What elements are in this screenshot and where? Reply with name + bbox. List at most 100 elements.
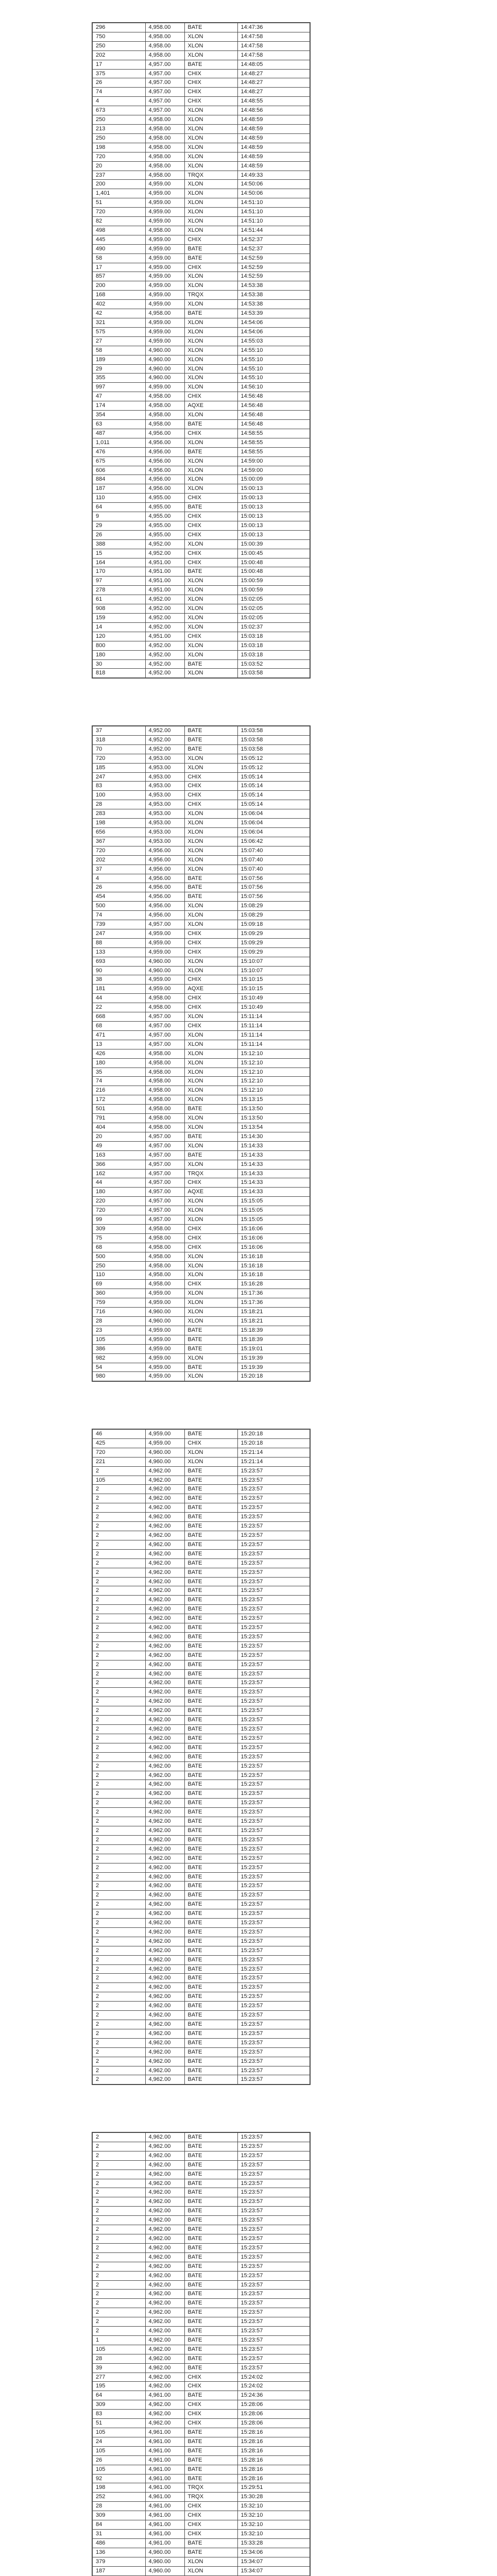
time-cell: 15:18:39 <box>237 1334 311 1345</box>
venue-cell: BATE <box>184 659 238 669</box>
quantity-cell: 4 <box>92 873 146 884</box>
venue-cell: CHIX <box>184 530 238 540</box>
venue-cell: BATE <box>184 2160 238 2170</box>
table-row: 2 4,962.00 BATE 15:23:57 <box>92 1558 311 1568</box>
table-row: 471 4,957.00 XLON 15:11:14 <box>92 1030 311 1040</box>
table-row: 354 4,958.00 XLON 14:56:48 <box>92 410 311 420</box>
venue-cell: BATE <box>184 1586 238 1596</box>
table-row: 14 4,952.00 XLON 15:02:37 <box>92 622 311 632</box>
price-cell: 4,956.00 <box>145 465 185 476</box>
venue-cell: XLON <box>184 595 238 605</box>
venue-cell: XLON <box>184 216 238 226</box>
quantity-cell: 2 <box>92 2308 146 2318</box>
time-cell: 15:23:57 <box>237 1650 311 1660</box>
quantity-cell: 2 <box>92 1623 146 1633</box>
quantity-cell: 720 <box>92 151 146 162</box>
quantity-cell: 2 <box>92 1733 146 1743</box>
table-row: 2 4,962.00 BATE 15:23:57 <box>92 1927 311 1937</box>
quantity-cell: 2 <box>92 2178 146 2189</box>
table-row: 13 4,957.00 XLON 15:11:14 <box>92 1039 311 1049</box>
price-cell: 4,962.00 <box>145 2270 185 2281</box>
price-cell: 4,962.00 <box>145 2298 185 2309</box>
price-cell: 4,962.00 <box>145 1973 185 1984</box>
time-cell: 15:23:57 <box>237 1484 311 1495</box>
table-row: 606 4,956.00 XLON 14:59:00 <box>92 465 311 476</box>
venue-cell: BATE <box>184 725 238 736</box>
time-cell: 15:08:29 <box>237 910 311 921</box>
venue-cell: TRQX <box>184 1168 238 1179</box>
time-cell: 14:55:10 <box>237 364 311 374</box>
venue-cell: XLON <box>184 1141 238 1151</box>
table-row: 425 4,959.00 CHIX 15:20:18 <box>92 1438 311 1448</box>
time-cell: 15:23:57 <box>237 2028 311 2039</box>
venue-cell: BATE <box>184 1724 238 1734</box>
document-page-1: 296 4,958.00 BATE 14:47:36 750 4,958.00 XLON 14… <box>0 0 497 703</box>
table-row: 2 4,962.00 BATE 15:23:57 <box>92 2188 311 2198</box>
time-cell: 15:16:06 <box>237 1233 311 1243</box>
table-row: 454 4,956.00 BATE 15:07:56 <box>92 892 311 902</box>
time-cell: 15:23:57 <box>237 1567 311 1578</box>
quantity-cell: 26 <box>92 78 146 88</box>
quantity-cell: 486 <box>92 2538 146 2548</box>
price-cell: 4,955.00 <box>145 512 185 521</box>
time-cell: 15:23:57 <box>237 1539 311 1550</box>
time-cell: 15:23:57 <box>237 1770 311 1781</box>
venue-cell: CHIX <box>184 938 238 948</box>
table-row: 168 4,959.00 TRQX 14:53:38 <box>92 290 311 300</box>
table-row: 2 4,962.00 BATE 15:23:57 <box>92 1964 311 1974</box>
venue-cell: XLON <box>184 622 238 632</box>
time-cell: 15:23:57 <box>237 1724 311 1734</box>
quantity-cell: 2 <box>92 1964 146 1974</box>
time-cell: 15:11:14 <box>237 1012 311 1022</box>
time-cell: 14:48:27 <box>237 87 311 97</box>
table-row: 355 4,960.00 XLON 14:55:10 <box>92 373 311 383</box>
price-cell: 4,962.00 <box>145 2381 185 2392</box>
table-row: 668 4,957.00 XLON 15:11:14 <box>92 1012 311 1022</box>
time-cell: 15:05:14 <box>237 781 311 791</box>
venue-cell: XLON <box>184 207 238 217</box>
price-cell: 4,962.00 <box>145 1558 185 1568</box>
quantity-cell: 250 <box>92 1261 146 1271</box>
price-cell: 4,962.00 <box>145 2056 185 2066</box>
time-cell: 15:23:57 <box>237 2141 311 2151</box>
table-row: 2 4,962.00 BATE 15:23:57 <box>92 2252 311 2262</box>
table-row: 198 4,961.00 TRQX 15:29:51 <box>92 2483 311 2493</box>
price-cell: 4,951.00 <box>145 576 185 586</box>
venue-cell: BATE <box>184 2464 238 2475</box>
table-row: 28 4,961.00 CHIX 15:32:10 <box>92 2501 311 2512</box>
price-cell: 4,960.00 <box>145 364 185 374</box>
quantity-cell: 720 <box>92 1447 146 1458</box>
time-cell: 15:23:57 <box>237 1789 311 1799</box>
time-cell: 15:34:06 <box>237 2547 311 2557</box>
venue-cell: BATE <box>184 2473 238 2484</box>
quantity-cell: 2 <box>92 1595 146 1605</box>
venue-cell: BATE <box>184 2020 238 2029</box>
time-cell: 15:23:57 <box>237 2075 311 2085</box>
quantity-cell: 237 <box>92 170 146 180</box>
venue-cell: AQXE <box>184 1187 238 1197</box>
time-cell: 15:10:15 <box>237 984 311 994</box>
table-row: 70 4,952.00 BATE 15:03:58 <box>92 744 311 754</box>
table-row: 2 4,962.00 BATE 15:23:57 <box>92 2178 311 2189</box>
time-cell: 15:23:57 <box>237 2160 311 2170</box>
price-cell: 4,958.00 <box>145 1104 185 1114</box>
table-row: 2 4,962.00 BATE 15:23:57 <box>92 1862 311 1873</box>
time-cell: 15:02:05 <box>237 604 311 614</box>
venue-cell: BATE <box>184 1853 238 1863</box>
price-cell: 4,955.00 <box>145 530 185 540</box>
time-cell: 14:54:06 <box>237 327 311 337</box>
time-cell: 15:15:05 <box>237 1196 311 1207</box>
price-cell: 4,958.00 <box>145 115 185 125</box>
venue-cell: BATE <box>184 2075 238 2085</box>
venue-cell: BATE <box>184 1466 238 1476</box>
table-row: 250 4,958.00 XLON 14:47:58 <box>92 41 311 51</box>
price-cell: 4,959.00 <box>145 1298 185 1308</box>
table-row: 83 4,953.00 CHIX 15:05:14 <box>92 781 311 791</box>
price-cell: 4,960.00 <box>145 1316 185 1326</box>
quantity-cell: 2 <box>92 1881 146 1891</box>
price-cell: 4,959.00 <box>145 290 185 300</box>
price-cell: 4,956.00 <box>145 864 185 874</box>
time-cell: 15:23:57 <box>237 1798 311 1808</box>
venue-cell: XLON <box>184 1159 238 1170</box>
venue-cell: CHIX <box>184 520 238 531</box>
